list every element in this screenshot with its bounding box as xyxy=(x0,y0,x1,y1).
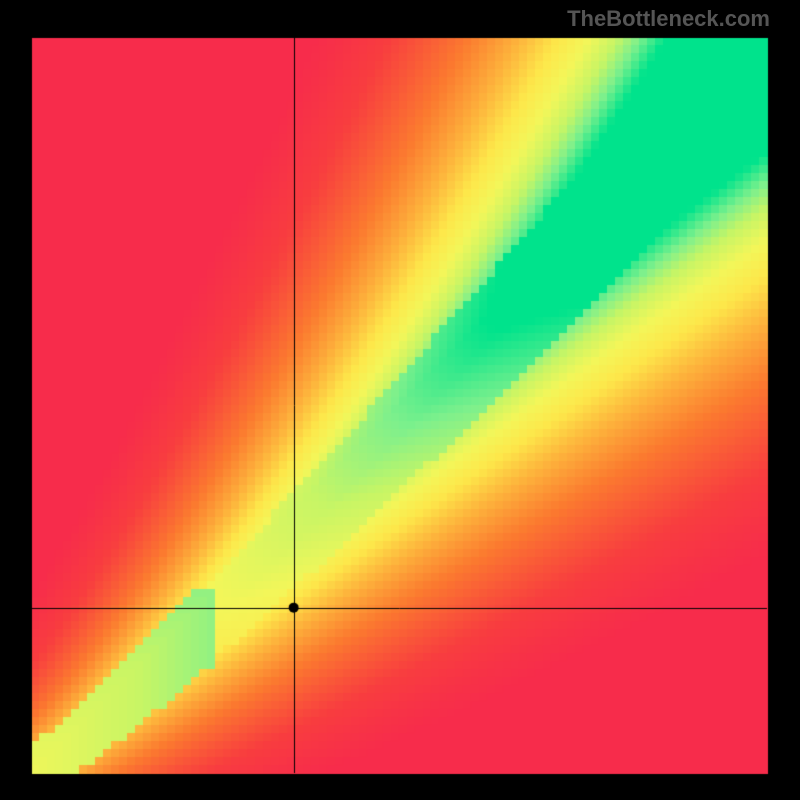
heatmap-canvas xyxy=(0,0,800,800)
bottleneck-heatmap-container: TheBottleneck.com xyxy=(0,0,800,800)
watermark-text: TheBottleneck.com xyxy=(567,6,770,32)
